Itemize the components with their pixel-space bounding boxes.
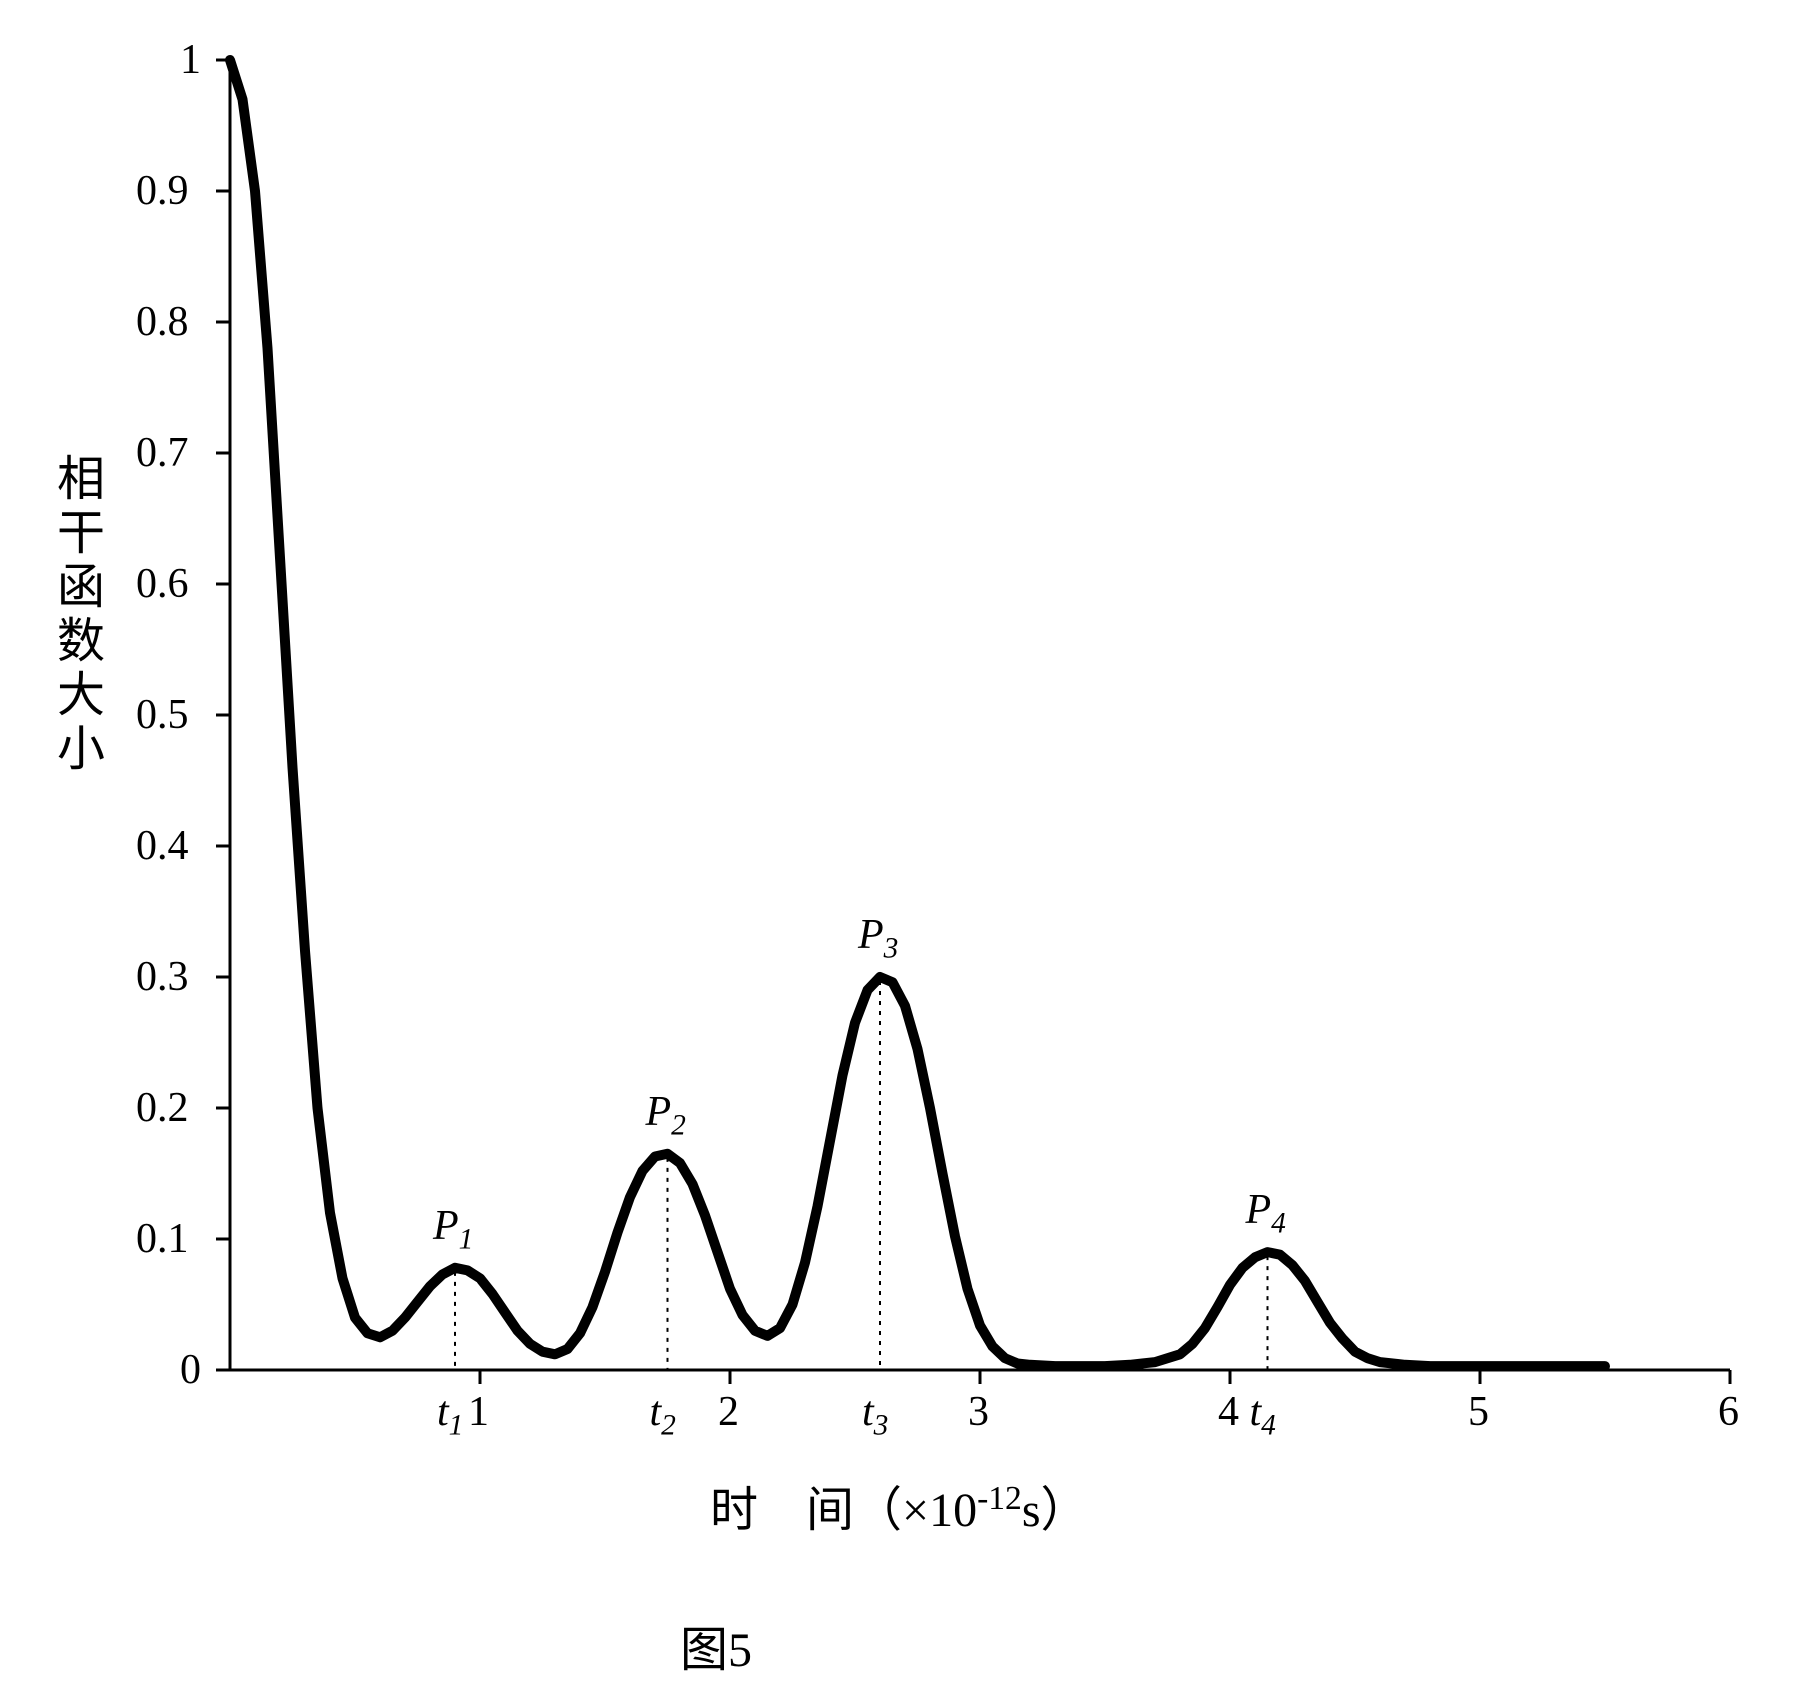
x-tick-label: 1 — [468, 1388, 489, 1436]
y-tick-label: 0.8 — [136, 298, 189, 346]
y-tick-label: 0.9 — [136, 167, 189, 215]
peak-t-label: t3 — [862, 1388, 888, 1442]
xlabel-sup: -12 — [977, 1480, 1022, 1517]
peak-label: P1 — [433, 1202, 473, 1256]
y-tick-label: 0.2 — [136, 1084, 189, 1132]
x-tick-label: 5 — [1468, 1388, 1489, 1436]
figure-caption: 图5 — [680, 1610, 752, 1680]
y-tick-label: 0.7 — [136, 429, 189, 477]
peak-label: P4 — [1246, 1186, 1286, 1240]
y-tick-label: 0.5 — [136, 691, 189, 739]
xlabel-suffix: s） — [1022, 1484, 1089, 1537]
y-tick-label: 0.4 — [136, 822, 189, 870]
x-tick-label: 2 — [718, 1388, 739, 1436]
y-axis-label: 相干函数大小 — [40, 453, 110, 777]
x-axis-label: 时 间（×10-12s） — [710, 1470, 1089, 1540]
y-tick-label: 0.6 — [136, 560, 189, 608]
y-tick-label: 0.1 — [136, 1215, 189, 1263]
x-tick-label: 6 — [1718, 1388, 1739, 1436]
y-tick-label: 0 — [180, 1346, 201, 1394]
peak-t-label: t2 — [650, 1388, 676, 1442]
peak-label: P2 — [646, 1088, 686, 1142]
peak-t-label: t1 — [437, 1388, 463, 1442]
xlabel-prefix: 时 间（×10 — [710, 1484, 977, 1537]
y-tick-label: 0.3 — [136, 953, 189, 1001]
chart-svg — [0, 0, 1800, 1700]
peak-t-label: t4 — [1250, 1388, 1276, 1442]
x-tick-label: 4 — [1218, 1388, 1239, 1436]
x-tick-label: 3 — [968, 1388, 989, 1436]
chart-container: 相干函数大小 时 间（×10-12s） 图5 1 2 3 4 5 6 0 0.1 0.2 0.3 0… — [0, 0, 1800, 1700]
peak-label: P3 — [858, 911, 898, 965]
y-tick-label: 1 — [180, 36, 201, 84]
